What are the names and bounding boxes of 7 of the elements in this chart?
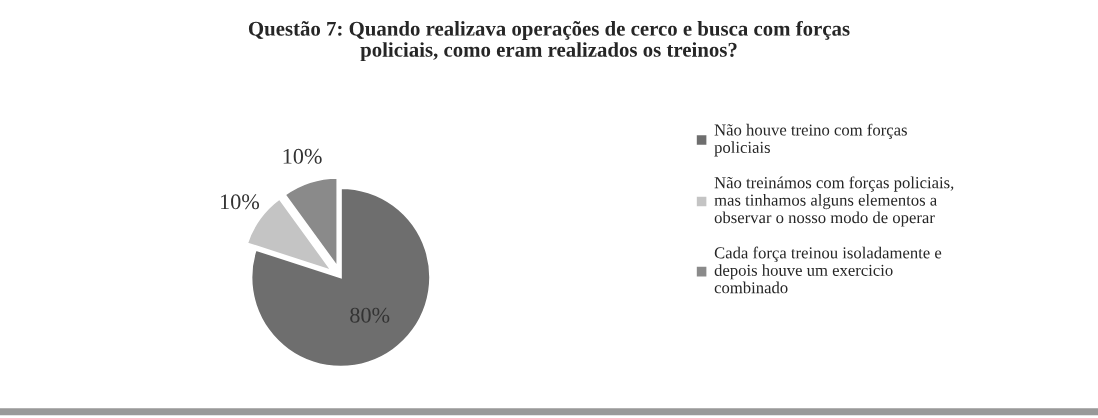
legend-label: Não houve treino com forças policiais (714, 123, 907, 157)
legend-label: Não treinámos com forças policiais, mas tinhamos alguns elementos a observar o nosso modo de operar (714, 176, 954, 227)
data-label: 80% (350, 307, 390, 323)
data-label: 10% (221, 194, 260, 210)
chart-title: Questão 7: Quando realizava operações de cerco e busca com forças policiais, como eram realizados os treinos? (248, 20, 850, 62)
legend-label: Cada força treinou isoladamente e depois houve um exercicio combinado (714, 246, 942, 294)
data-label: 10% (283, 148, 322, 164)
